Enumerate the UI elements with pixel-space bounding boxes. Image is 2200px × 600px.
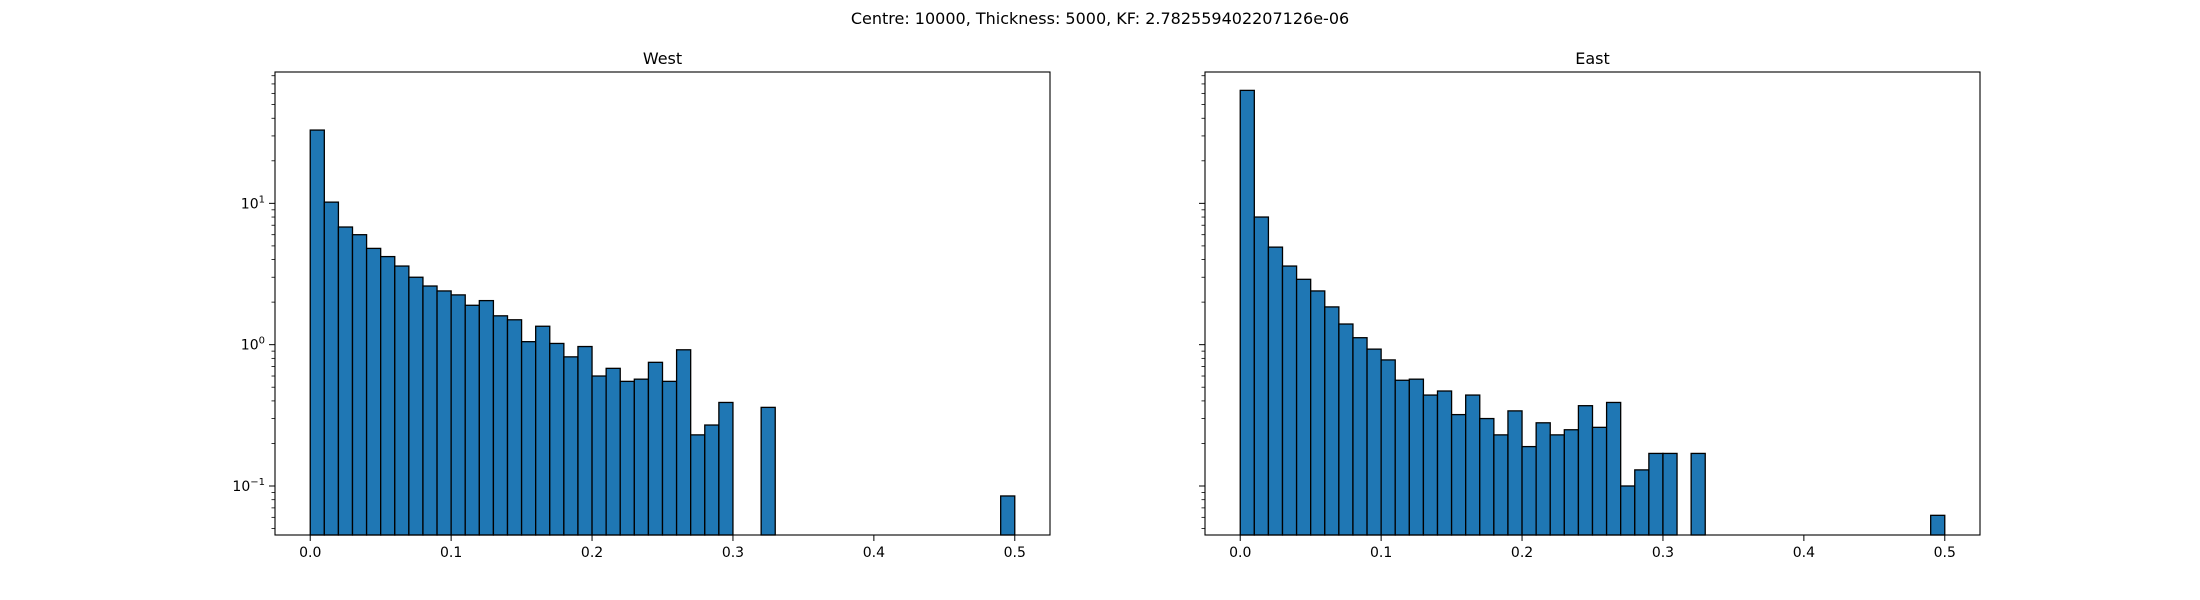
histogram-bar [1408, 378, 1425, 536]
histogram-bar [1239, 89, 1255, 536]
histogram-bar [464, 304, 480, 536]
histogram-bar [1930, 514, 1946, 536]
histogram-bar [309, 129, 325, 536]
x-tick-label: 0.5 [1934, 545, 1956, 561]
histogram-bar [1281, 265, 1298, 536]
histogram-bar [478, 299, 495, 536]
y-tick-label: 10−1 [232, 477, 265, 495]
histogram-bar [1422, 394, 1439, 536]
histogram-bar [605, 367, 621, 536]
histogram-bar [661, 380, 678, 536]
histogram-bar [718, 401, 734, 536]
histogram-bar [323, 201, 340, 536]
histogram-bar [1324, 306, 1340, 536]
histogram-bar [760, 406, 776, 536]
histogram-bar [1253, 216, 1270, 536]
histogram-bar [1436, 390, 1453, 536]
histogram-bar [1493, 434, 1509, 536]
histogram-bar [1352, 337, 1368, 536]
histogram-bar [1577, 405, 1594, 536]
x-tick-label: 0.3 [722, 545, 744, 561]
histogram-bar [1634, 469, 1650, 536]
histogram-bar [422, 285, 438, 536]
histogram-bar [563, 356, 579, 536]
x-tick-label: 0.0 [299, 545, 321, 561]
histogram-bar [1394, 379, 1410, 536]
subplot-title: East [1575, 49, 1610, 68]
histogram-bar [535, 325, 551, 536]
histogram-bar [591, 375, 607, 536]
histogram-bar [1535, 422, 1551, 536]
figure-suptitle: Centre: 10000, Thickness: 5000, KF: 2.78… [851, 9, 1349, 28]
histogram-bar [1563, 429, 1580, 536]
histogram-bar [1295, 278, 1312, 536]
x-tick-label: 0.5 [1004, 545, 1026, 561]
histogram-bar [704, 424, 720, 536]
histogram-bar [492, 315, 509, 536]
x-tick-label: 0.1 [1370, 545, 1392, 561]
x-tick-label: 0.4 [1793, 545, 1815, 561]
axes-frame [274, 71, 1051, 536]
histogram-bar [1366, 348, 1382, 536]
x-tick-label: 0.0 [1229, 545, 1251, 561]
histogram-bar [1380, 359, 1396, 536]
histogram-bar [690, 434, 706, 536]
y-tick-label: 100 [241, 336, 265, 354]
subplot-east: East 0.0 0.1 0.2 0.3 0.4 0.5 [1199, 49, 1981, 561]
histogram-bar [1549, 434, 1565, 536]
histogram-bar [1521, 445, 1537, 536]
histogram-bar [1310, 290, 1326, 536]
histogram-bar [619, 380, 635, 536]
histogram-bar [506, 319, 523, 536]
histogram-bar [1690, 452, 1706, 536]
subplot-title: West [643, 49, 682, 68]
histogram-bar [1662, 452, 1678, 536]
histogram-bar [1267, 246, 1284, 536]
histogram-bar [1620, 485, 1636, 536]
histogram-bar [1450, 413, 1467, 536]
histogram-bar [675, 349, 692, 536]
x-tick-label: 0.3 [1652, 545, 1674, 561]
subplot-west: West 0.0 0.1 0.2 0.3 0.4 0.5 10−1 100 101 [232, 49, 1051, 561]
x-tick-label: 0.2 [581, 545, 603, 561]
histogram-bar [436, 290, 452, 536]
x-tick-label: 0.4 [863, 545, 885, 561]
y-tick-label: 101 [241, 194, 265, 212]
x-tick-label: 0.2 [1511, 545, 1533, 561]
histogram-bar [549, 342, 565, 536]
histogram-bar [633, 378, 650, 536]
histogram-bar [394, 265, 410, 536]
histogram-bar [1648, 452, 1664, 536]
x-tick-label: 0.1 [440, 545, 462, 561]
histogram-bar [351, 234, 368, 536]
axes-frame [1204, 71, 1981, 536]
histogram-bar [520, 341, 537, 536]
histogram-bar [1507, 410, 1523, 536]
histogram-bar [337, 226, 354, 536]
subplot-panels: West 0.0 0.1 0.2 0.3 0.4 0.5 10−1 100 101 East 0.0 0… [232, 49, 1981, 561]
histogram-bar [450, 294, 466, 536]
histogram-bar [1605, 401, 1622, 536]
histogram-bar [647, 361, 664, 536]
histogram-bar [365, 247, 382, 536]
histogram-bar [380, 255, 396, 536]
histogram-bar [1591, 426, 1608, 536]
histogram-bar [577, 345, 593, 536]
histogram-bar [408, 276, 424, 536]
histogram-bar [1479, 417, 1495, 536]
histogram-bar [1000, 495, 1016, 536]
histogram-bar [1465, 394, 1481, 536]
histogram-bar [1338, 323, 1354, 536]
